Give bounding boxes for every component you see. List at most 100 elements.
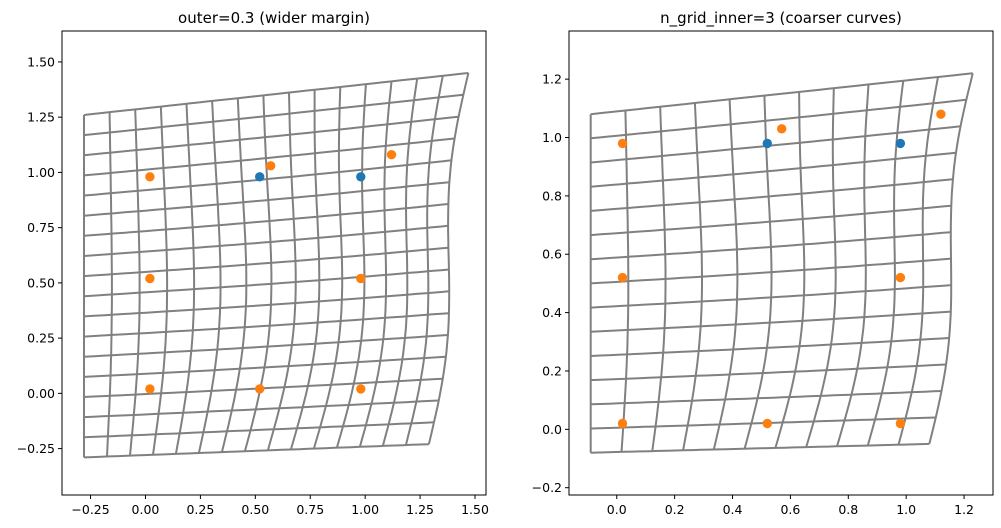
grid-line-horizontal [590, 390, 942, 406]
y-tick-label: 0.6 [542, 247, 562, 262]
data-point [386, 150, 397, 160]
grid-line-horizontal [590, 363, 947, 382]
grid-line-horizontal [83, 334, 448, 358]
grid-line-horizontal [83, 355, 446, 378]
axes-frame [61, 30, 487, 496]
data-point [617, 272, 628, 283]
data-point [145, 273, 155, 284]
grid-line-horizontal [590, 125, 961, 164]
grid-line-horizontal [83, 93, 464, 137]
y-tick-label: 1.25 [27, 110, 55, 125]
grid-line-horizontal [83, 290, 450, 318]
grid-line-vertical [129, 109, 141, 456]
data-point [356, 172, 366, 182]
grid-line-horizontal [83, 399, 439, 419]
data-point [617, 138, 628, 149]
data-point [145, 384, 155, 394]
grid-line-horizontal [590, 257, 952, 285]
x-tick-label: 0.00 [132, 502, 160, 517]
grid-line-vertical [335, 84, 367, 448]
grid-line-vertical [620, 110, 630, 452]
x-tick-label: 0.75 [296, 502, 324, 517]
data-point [895, 138, 906, 149]
grid-line-vertical [266, 92, 297, 451]
y-tick-label: 1.2 [542, 72, 562, 87]
x-tick-label: 0.25 [186, 502, 214, 517]
series-1 [617, 109, 946, 429]
grid-line-vertical [805, 88, 837, 448]
grid-line-horizontal [83, 72, 469, 116]
y-tick-label: 1.50 [27, 54, 55, 69]
y-tick-label: −0.25 [17, 441, 55, 456]
grid-line-horizontal [83, 115, 459, 157]
chart-title: n_grid_inner=3 (coarser curves) [660, 9, 902, 28]
grid-line-horizontal [83, 203, 449, 237]
grid-line-vertical [928, 73, 974, 445]
data-point [145, 172, 155, 182]
grid-line-vertical [682, 102, 703, 451]
grid-line-vertical [381, 78, 419, 447]
data-point [762, 418, 772, 429]
data-point [762, 138, 772, 149]
data-point [617, 418, 628, 429]
grid-line-vertical [358, 81, 393, 448]
grid-line-horizontal [590, 284, 952, 309]
grid-line-vertical [651, 106, 667, 452]
y-tick-label: 1.0 [542, 130, 562, 145]
grid-line-vertical [174, 103, 196, 455]
grid-line-vertical [152, 106, 169, 455]
series-0 [762, 138, 906, 149]
y-tick-label: 0.25 [27, 331, 55, 346]
data-point [356, 384, 366, 394]
series-1 [145, 150, 397, 394]
grid-line-vertical [743, 95, 773, 449]
x-tick-label: 0.50 [241, 502, 269, 517]
grid-line-horizontal [83, 159, 452, 197]
x-tick-label: 1.0 [896, 502, 916, 517]
grid-line-vertical [220, 98, 248, 453]
grid-line-vertical [197, 100, 222, 454]
grid-line-vertical [897, 76, 939, 445]
x-tick-label: 0.2 [665, 502, 685, 517]
grid-line-vertical [243, 95, 273, 452]
grid-line-vertical [712, 99, 739, 450]
grid-line-vertical [289, 89, 321, 450]
x-tick-label: 1.25 [406, 502, 434, 517]
grid-line-horizontal [590, 204, 952, 237]
y-tick-label: 0.50 [27, 275, 55, 290]
grid-line-vertical [404, 75, 444, 446]
grid-line-horizontal [590, 337, 950, 357]
grid-line-horizontal [590, 151, 957, 188]
grid-line-vertical [312, 86, 344, 449]
data-point [895, 418, 906, 429]
data-point [266, 161, 276, 171]
grid-line-horizontal [83, 224, 449, 257]
y-tick-label: 0.0 [542, 422, 562, 437]
grid-line-horizontal [83, 443, 429, 459]
x-tick-label: −0.25 [71, 502, 109, 517]
grid-line-horizontal [83, 181, 450, 217]
data-point [356, 273, 366, 284]
left-chart-panel: outer=0.3 (wider margin) −0.25 0.00 0.25 0.5… [17, 9, 489, 517]
x-tick-label: 0.4 [723, 502, 743, 517]
chart-title: outer=0.3 (wider margin) [178, 9, 370, 27]
x-tick-label: 1.00 [351, 502, 379, 517]
x-tick-label: 1.2 [954, 502, 974, 517]
grid-line-vertical [836, 84, 870, 447]
grid-line-vertical [106, 112, 113, 457]
grid-line-horizontal [590, 72, 973, 116]
x-tick-label: 0.0 [607, 502, 627, 517]
data-point [255, 172, 265, 182]
grid-line-horizontal [83, 377, 443, 398]
grid-line-horizontal [83, 268, 449, 298]
warped-grid [83, 72, 470, 459]
grid-line-horizontal [590, 310, 951, 333]
grid-line-horizontal [83, 137, 455, 177]
x-tick-label: 0.6 [780, 502, 800, 517]
y-tick-label: 0.00 [27, 386, 55, 401]
grid-line-horizontal [590, 231, 951, 261]
grid-line-horizontal [83, 421, 435, 439]
y-tick-label: 0.75 [27, 220, 55, 235]
y-tick-label: −0.2 [532, 480, 562, 495]
